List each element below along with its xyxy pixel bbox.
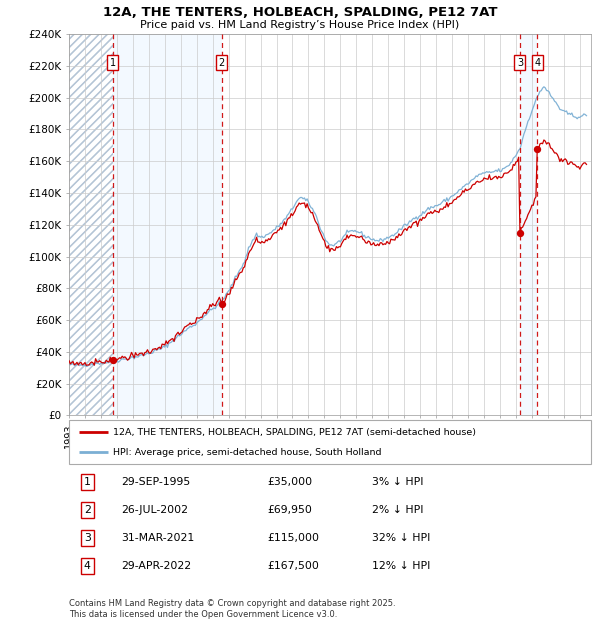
Text: £69,950: £69,950 [268, 505, 312, 515]
Text: 3: 3 [84, 533, 91, 543]
Text: 4: 4 [84, 560, 91, 571]
Bar [69, 34, 113, 415]
Text: HPI: Average price, semi-detached house, South Holland: HPI: Average price, semi-detached house,… [113, 448, 382, 456]
Text: £115,000: £115,000 [268, 533, 319, 543]
Text: 1: 1 [84, 477, 91, 487]
Text: 12A, THE TENTERS, HOLBEACH, SPALDING, PE12 7AT (semi-detached house): 12A, THE TENTERS, HOLBEACH, SPALDING, PE… [113, 428, 476, 436]
Text: 3% ↓ HPI: 3% ↓ HPI [372, 477, 423, 487]
Point [515, 228, 525, 237]
Text: 12% ↓ HPI: 12% ↓ HPI [372, 560, 430, 571]
Bar [113, 34, 221, 415]
Bar [69, 34, 113, 415]
Text: £167,500: £167,500 [268, 560, 319, 571]
Point [108, 355, 118, 365]
Text: 32% ↓ HPI: 32% ↓ HPI [372, 533, 430, 543]
Text: 2% ↓ HPI: 2% ↓ HPI [372, 505, 423, 515]
Text: 31-MAR-2021: 31-MAR-2021 [121, 533, 194, 543]
Text: 29-SEP-1995: 29-SEP-1995 [121, 477, 190, 487]
Text: 1: 1 [110, 58, 116, 68]
Text: 2: 2 [218, 58, 225, 68]
Text: Contains HM Land Registry data © Crown copyright and database right 2025.
This d: Contains HM Land Registry data © Crown c… [69, 600, 395, 619]
Point [532, 144, 542, 154]
Text: Price paid vs. HM Land Registry’s House Price Index (HPI): Price paid vs. HM Land Registry’s House … [140, 20, 460, 30]
Text: £35,000: £35,000 [268, 477, 313, 487]
Text: 2: 2 [84, 505, 91, 515]
Text: 29-APR-2022: 29-APR-2022 [121, 560, 191, 571]
Point [217, 299, 226, 309]
Text: 3: 3 [517, 58, 523, 68]
Text: 12A, THE TENTERS, HOLBEACH, SPALDING, PE12 7AT: 12A, THE TENTERS, HOLBEACH, SPALDING, PE… [103, 6, 497, 19]
FancyBboxPatch shape [69, 420, 591, 464]
Text: 4: 4 [534, 58, 540, 68]
Text: 26-JUL-2002: 26-JUL-2002 [121, 505, 188, 515]
Bar [520, 34, 537, 415]
